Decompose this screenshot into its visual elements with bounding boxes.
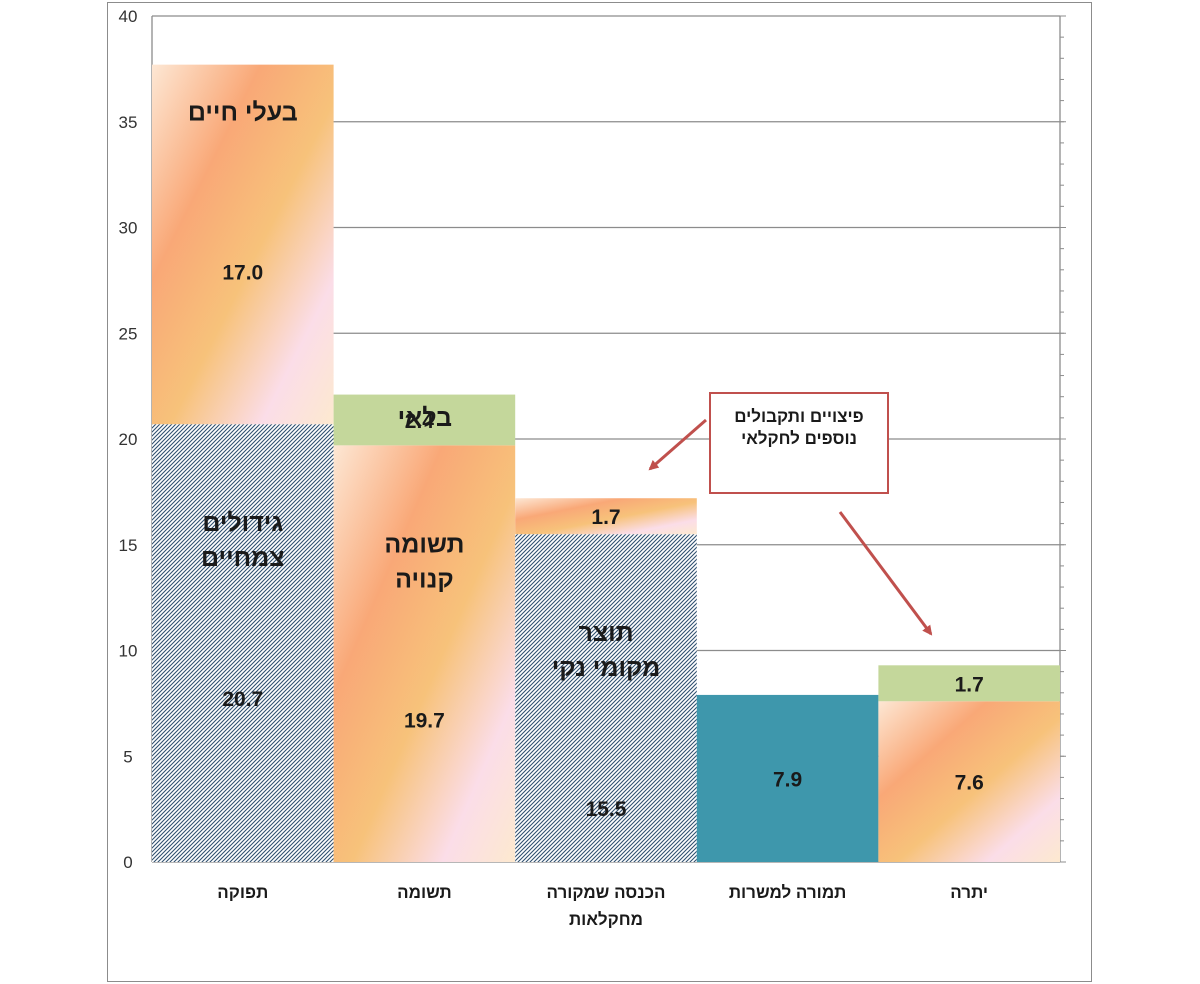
y-tick-label: 15 <box>119 536 138 555</box>
segment-value-label: 1.7 <box>591 506 620 529</box>
segment-value-label: 1.7 <box>955 673 984 696</box>
bar-segment <box>878 665 1060 702</box>
y-tick-label: 0 <box>123 853 132 872</box>
x-category-label: יתרה <box>950 883 988 902</box>
segment-name-label: תוצר <box>578 619 633 647</box>
callout-arrow-left <box>648 418 707 471</box>
segment-name-label: גידולים <box>202 509 283 537</box>
chart-frame <box>107 2 1092 982</box>
segment-value-label: 7.9 <box>773 768 802 791</box>
x-category-label: תמורה למשרות <box>729 883 847 902</box>
y-tick-label: 30 <box>119 219 138 238</box>
bar-segment <box>152 424 334 862</box>
callout-arrows <box>648 418 933 636</box>
bar-segment <box>696 694 879 862</box>
x-axis-labels: תפוקה תשומה הכנסה שמקורה מחקלאות תמורה למשרו… <box>217 883 988 929</box>
bar-segment <box>515 534 697 862</box>
segment-value-label: 19.7 <box>404 709 445 732</box>
y-tick-label: 20 <box>119 430 138 449</box>
annotation-line-2: נוספים לחקלאי <box>741 429 857 448</box>
segment-value-label: 2.4 <box>405 410 435 433</box>
bar-segment <box>515 498 697 535</box>
y-tick-label: 40 <box>119 7 138 26</box>
segment-name-label: בעלי חיים <box>188 99 298 127</box>
bar-segment <box>152 64 334 425</box>
bar-segment <box>878 701 1060 862</box>
y-tick-label: 35 <box>119 113 138 132</box>
bar-labels: גידולים צמחיים 20.7 בעלי חיים 17.0 תשומה קנויה… <box>188 99 984 822</box>
segment-value-label: 17.0 <box>222 262 263 285</box>
bars <box>152 64 1060 862</box>
segment-value-label: 20.7 <box>222 688 263 711</box>
segment-name-label: תשומה <box>384 530 464 558</box>
x-category-label: תפוקה <box>217 883 268 902</box>
x-category-label: הכנסה שמקורה <box>546 883 665 902</box>
y-tick-label: 10 <box>119 642 138 661</box>
bar-segment <box>333 394 516 446</box>
x-category-label: תשומה <box>397 883 452 902</box>
segment-value-label: 7.6 <box>955 772 984 795</box>
callout-arrow-right <box>838 511 933 636</box>
segment-value-label: 15.5 <box>586 798 627 821</box>
y-tick-label: 5 <box>123 747 132 766</box>
annotation-callout: פיצויים ותקבולים נוספים לחקלאי <box>709 392 889 494</box>
bar-segment <box>333 445 516 862</box>
segment-name-label: קנויה <box>395 565 454 593</box>
segment-name-label: בלאי <box>398 404 452 432</box>
y-tick-label: 25 <box>119 324 138 343</box>
annotation-line-1: פיצויים ותקבולים <box>734 407 864 426</box>
segment-name-label: מקומי נקי <box>552 654 661 682</box>
x-category-label: מחקלאות <box>569 910 643 929</box>
segment-name-label: צמחיים <box>201 544 284 572</box>
